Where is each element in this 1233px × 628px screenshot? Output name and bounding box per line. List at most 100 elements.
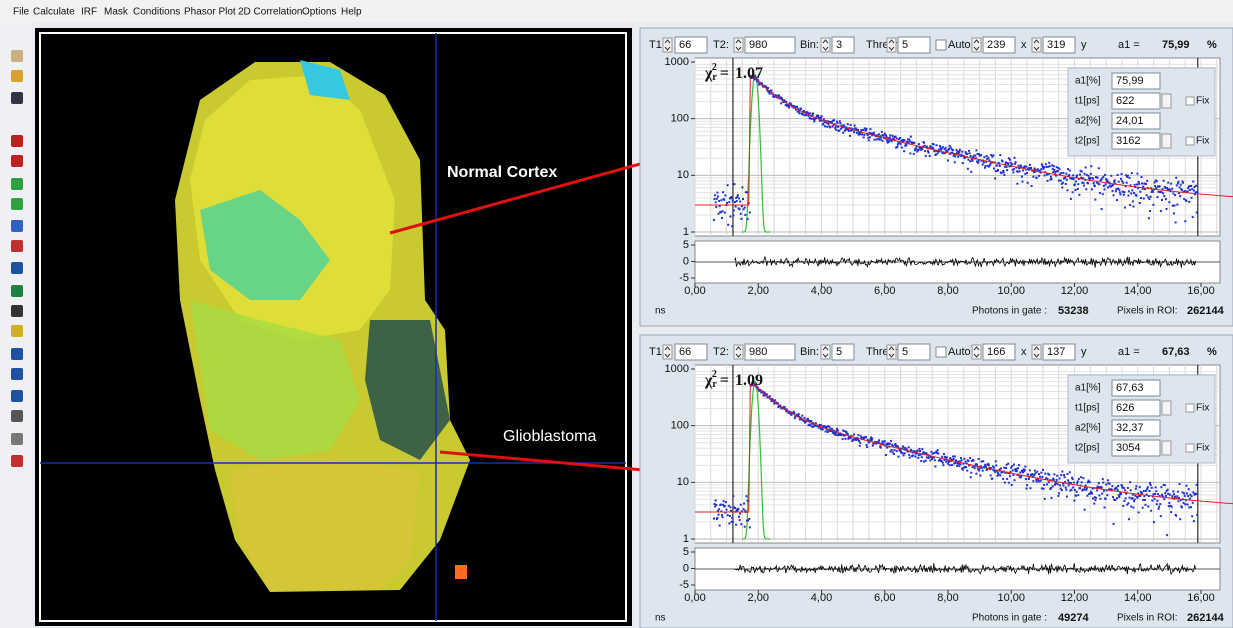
photon-count bbox=[1040, 472, 1042, 474]
photon-count bbox=[921, 456, 923, 458]
photon-count bbox=[718, 508, 720, 510]
checkbox[interactable] bbox=[1186, 444, 1194, 452]
photon-count bbox=[1189, 189, 1191, 191]
photon-count bbox=[739, 208, 741, 210]
chi-part: 1.09 bbox=[735, 372, 763, 389]
spinner[interactable] bbox=[1162, 94, 1171, 108]
checkbox[interactable] bbox=[1186, 404, 1194, 412]
checkbox[interactable] bbox=[936, 347, 946, 357]
menu-item[interactable]: File bbox=[13, 7, 30, 18]
photon-count bbox=[965, 461, 967, 463]
photon-count bbox=[1129, 481, 1131, 483]
photon-count bbox=[1024, 173, 1026, 175]
tool-button[interactable] bbox=[11, 455, 23, 467]
tool-button[interactable] bbox=[11, 325, 23, 337]
checkbox[interactable] bbox=[1186, 97, 1194, 105]
photon-count bbox=[1148, 490, 1150, 492]
photon-count bbox=[948, 148, 950, 150]
control-label: a1 = bbox=[1118, 346, 1140, 358]
photon-count bbox=[999, 154, 1001, 156]
tool-button[interactable] bbox=[11, 433, 23, 445]
tool-button[interactable] bbox=[11, 220, 23, 232]
spinner[interactable] bbox=[1162, 134, 1171, 148]
menu-item[interactable]: 2D Correlation bbox=[238, 7, 302, 18]
photons-value: 49274 bbox=[1058, 612, 1089, 624]
photon-count bbox=[1146, 194, 1148, 196]
menu-item[interactable]: Help bbox=[341, 7, 362, 18]
menu-item[interactable]: Options bbox=[302, 7, 336, 18]
photon-count bbox=[734, 507, 736, 509]
tool-button[interactable] bbox=[11, 285, 23, 297]
tool-button[interactable] bbox=[11, 198, 23, 210]
photon-count bbox=[979, 467, 981, 469]
photon-count bbox=[829, 126, 831, 128]
photon-count bbox=[716, 192, 718, 194]
photon-count bbox=[1041, 476, 1043, 478]
photon-count bbox=[949, 145, 951, 147]
menu-item[interactable]: Phasor Plot bbox=[184, 7, 236, 18]
photon-count bbox=[1075, 180, 1077, 182]
tool-button[interactable] bbox=[11, 410, 23, 422]
photon-count bbox=[893, 453, 895, 455]
photon-count bbox=[1130, 506, 1132, 508]
photon-count bbox=[1179, 195, 1181, 197]
photon-count bbox=[720, 504, 722, 506]
photon-count bbox=[1139, 191, 1141, 193]
photon-count bbox=[1052, 168, 1054, 170]
spinner[interactable] bbox=[1162, 441, 1171, 455]
photon-count bbox=[886, 447, 888, 449]
photon-count bbox=[893, 449, 895, 451]
menu-item[interactable]: Calculate bbox=[33, 7, 75, 18]
menu-item[interactable]: Mask bbox=[104, 7, 129, 18]
tool-button[interactable] bbox=[11, 305, 23, 317]
photon-count bbox=[1177, 491, 1179, 493]
photon-count bbox=[880, 135, 882, 137]
photon-count bbox=[961, 459, 963, 461]
photon-count bbox=[848, 130, 850, 132]
photon-count bbox=[840, 128, 842, 130]
tool-button[interactable] bbox=[11, 178, 23, 190]
photon-count bbox=[722, 191, 724, 193]
tool-button[interactable] bbox=[11, 135, 23, 147]
photon-count bbox=[744, 206, 746, 208]
tool-button[interactable] bbox=[11, 155, 23, 167]
photon-count bbox=[969, 160, 971, 162]
tool-button[interactable] bbox=[11, 92, 23, 104]
photon-count bbox=[1146, 488, 1148, 490]
photon-count bbox=[1081, 481, 1083, 483]
checkbox[interactable] bbox=[936, 40, 946, 50]
checkbox[interactable] bbox=[1186, 137, 1194, 145]
tool-button[interactable] bbox=[11, 70, 23, 82]
photon-count bbox=[1166, 534, 1168, 536]
menu: FileCalculate IRF Mask Conditions Phasor Plo… bbox=[13, 7, 362, 18]
photon-count bbox=[1184, 190, 1186, 192]
photon-count bbox=[1113, 194, 1115, 196]
photon-count bbox=[869, 136, 871, 138]
photon-count bbox=[811, 118, 813, 120]
tool-button[interactable] bbox=[11, 262, 23, 274]
photon-count bbox=[934, 466, 936, 468]
photon-count bbox=[1086, 174, 1088, 176]
control-label: 75,99 bbox=[1162, 39, 1190, 51]
photon-count bbox=[933, 143, 935, 145]
fit-value: 626 bbox=[1116, 402, 1134, 414]
tool-button[interactable] bbox=[11, 368, 23, 380]
photon-count bbox=[1094, 185, 1096, 187]
photon-count bbox=[1161, 199, 1163, 201]
spinner[interactable] bbox=[1162, 401, 1171, 415]
photon-count bbox=[1032, 480, 1034, 482]
photon-count bbox=[1096, 489, 1098, 491]
tool-button[interactable] bbox=[11, 348, 23, 360]
tool-button[interactable] bbox=[11, 240, 23, 252]
photon-count bbox=[951, 464, 953, 466]
tool-button[interactable] bbox=[11, 50, 23, 62]
tool-button[interactable] bbox=[11, 390, 23, 402]
photon-count bbox=[1177, 181, 1179, 183]
photon-count bbox=[1049, 165, 1051, 167]
photon-count bbox=[998, 474, 1000, 476]
menu-item[interactable]: IRF bbox=[81, 7, 97, 18]
photon-count bbox=[889, 443, 891, 445]
menu-item[interactable]: Conditions bbox=[133, 7, 180, 18]
photon-count bbox=[769, 93, 771, 95]
photon-count bbox=[946, 456, 948, 458]
